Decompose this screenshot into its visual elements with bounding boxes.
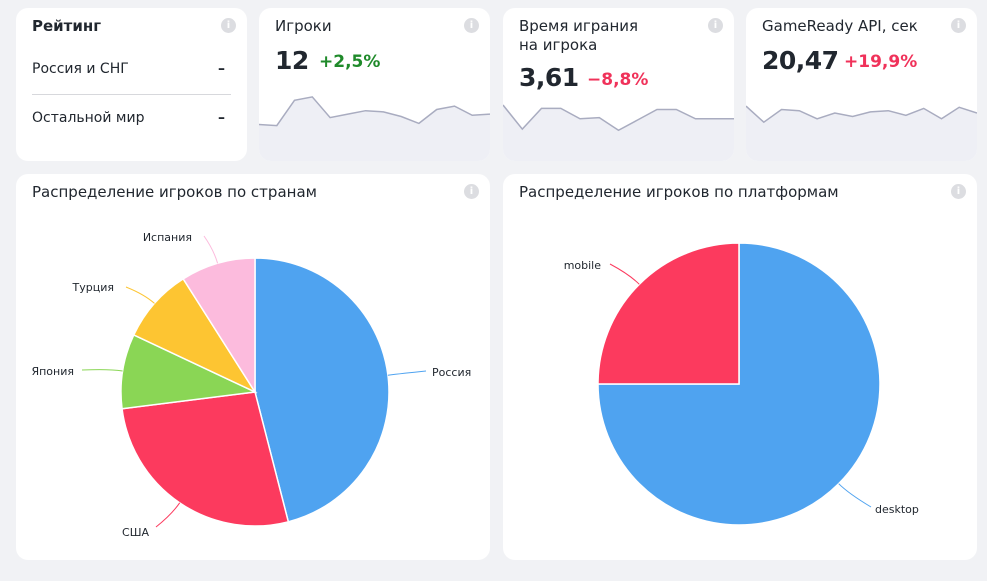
pie-leader-line bbox=[609, 263, 640, 285]
platforms-chart-title: Распределение игроков по платформам bbox=[519, 183, 839, 201]
pie-label: mobile bbox=[564, 259, 602, 272]
players-delta: +2,5% bbox=[319, 52, 381, 72]
pie-slice-Россия[interactable] bbox=[254, 257, 390, 523]
info-icon[interactable]: i bbox=[464, 18, 479, 33]
playtime-value: 3,61 bbox=[519, 63, 579, 92]
gameready-api-title: GameReady API, сек bbox=[762, 17, 918, 35]
rating-title: Рейтинг bbox=[32, 17, 102, 35]
players-card: Игроки i 12 +2,5% bbox=[259, 8, 490, 161]
sparkline-line bbox=[259, 96, 490, 127]
info-icon[interactable]: i bbox=[464, 184, 479, 199]
sparkline-line bbox=[503, 104, 734, 132]
playtime-title-line2: на игрока bbox=[519, 36, 598, 54]
platforms-pie-chart: desktop mobile bbox=[564, 242, 919, 526]
pie-slice-mobile[interactable] bbox=[597, 242, 740, 385]
playtime-title: Время играния bbox=[519, 17, 639, 35]
pie-label: США bbox=[122, 526, 149, 539]
pie-label: desktop bbox=[875, 503, 919, 516]
rating-card: Рейтинг i Россия и СНГ – Остальной мир – bbox=[16, 8, 247, 161]
pie-label: Турция bbox=[72, 281, 114, 294]
pie-leader-line bbox=[81, 369, 123, 372]
divider bbox=[32, 94, 231, 95]
gameready-api-sparkline bbox=[746, 105, 977, 161]
countries-card: Распределение игроков по странам i Росси… bbox=[16, 174, 490, 560]
playtime-delta: −8,8% bbox=[587, 70, 649, 90]
rating-row-value: – bbox=[218, 61, 225, 77]
pie-leader-line bbox=[387, 370, 427, 376]
gameready-api-value: 20,47 bbox=[762, 46, 839, 75]
rating-row-label: Остальной мир bbox=[32, 110, 145, 126]
playtime-card: Время играния на игрока i 3,61 −8,8% bbox=[503, 8, 734, 161]
sparkline-area bbox=[259, 96, 490, 161]
countries-pie-chart: Россия США Япония Турция Испания bbox=[31, 231, 471, 539]
players-value: 12 bbox=[275, 46, 309, 75]
players-sparkline bbox=[259, 96, 490, 161]
pie-label: Япония bbox=[31, 365, 74, 378]
pie-label: Россия bbox=[432, 366, 471, 379]
gameready-api-card: GameReady API, сек i 20,47 +19,9% bbox=[746, 8, 977, 161]
sparkline-area bbox=[503, 105, 734, 161]
pie-slice-Испания[interactable] bbox=[182, 257, 256, 395]
rating-row-label: Россия и СНГ bbox=[32, 61, 129, 77]
pie-leader-line bbox=[155, 502, 181, 528]
pie-leader-line bbox=[838, 483, 872, 508]
pie-label: Испания bbox=[143, 231, 192, 244]
info-icon[interactable]: i bbox=[951, 184, 966, 199]
platforms-card: Распределение игроков по платформам i de… bbox=[503, 174, 977, 560]
rating-row-value: – bbox=[218, 110, 225, 126]
players-title: Игроки bbox=[275, 17, 332, 35]
pie-leader-line bbox=[203, 235, 219, 264]
info-icon[interactable]: i bbox=[221, 18, 236, 33]
playtime-sparkline bbox=[503, 104, 734, 161]
gameready-api-delta: +19,9% bbox=[844, 52, 918, 72]
pie-leader-line bbox=[125, 286, 155, 304]
countries-chart-title: Распределение игроков по странам bbox=[32, 183, 317, 201]
info-icon[interactable]: i bbox=[708, 18, 723, 33]
sparkline-line bbox=[746, 105, 977, 124]
sparkline-area bbox=[746, 106, 977, 161]
info-icon[interactable]: i bbox=[951, 18, 966, 33]
